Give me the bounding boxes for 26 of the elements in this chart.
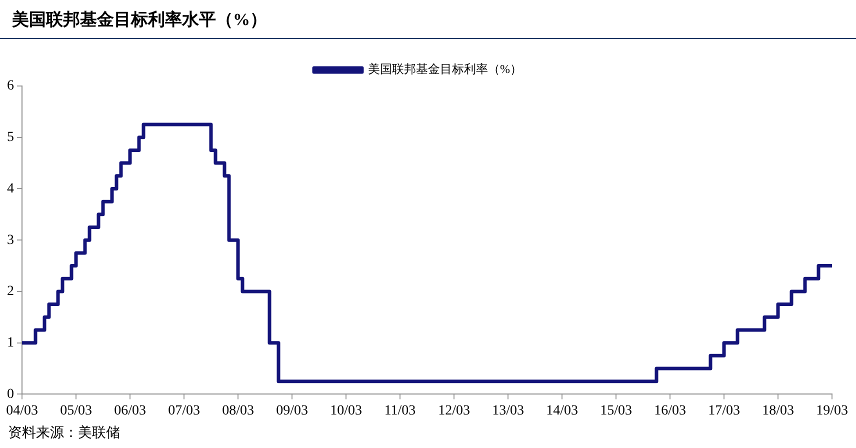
x-tick-label: 11/03	[384, 403, 416, 418]
x-tick-label: 07/03	[168, 403, 200, 418]
x-tick-label: 09/03	[276, 403, 308, 418]
x-tick-label: 05/03	[60, 403, 92, 418]
x-tick-label: 04/03	[6, 403, 38, 418]
x-tick-label: 08/03	[222, 403, 254, 418]
x-tick-label: 06/03	[114, 403, 146, 418]
y-tick-label: 1	[7, 336, 14, 351]
y-tick-label: 4	[7, 181, 14, 196]
y-tick-label: 6	[7, 78, 14, 94]
y-tick-label: 2	[7, 284, 14, 300]
x-tick-label: 17/03	[708, 403, 740, 418]
x-tick-label: 16/03	[654, 403, 686, 418]
text: 资料来源：美联储	[8, 424, 120, 442]
y-tick-label: 5	[7, 130, 14, 146]
x-tick-label: 12/03	[438, 403, 470, 418]
x-tick-label: 10/03	[330, 403, 362, 418]
x-tick-label: 18/03	[762, 403, 794, 418]
y-tick-label: 3	[7, 232, 14, 248]
chart-title: 美国联邦基金目标利率水平（%）	[12, 9, 267, 31]
legend-label: 美国联邦基金目标利率（%）	[368, 62, 522, 76]
x-tick-label: 15/03	[600, 403, 632, 418]
x-tick-label: 13/03	[492, 403, 524, 418]
x-tick-label: 19/03	[816, 403, 848, 418]
x-tick-label: 14/03	[546, 403, 578, 418]
y-tick-label: 0	[7, 386, 14, 402]
